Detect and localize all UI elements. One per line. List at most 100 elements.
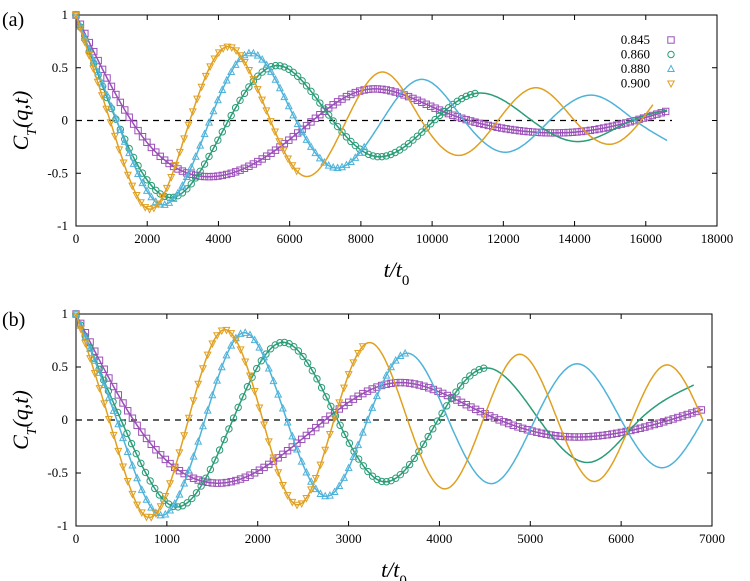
data-point bbox=[147, 440, 155, 449]
data-point bbox=[476, 407, 485, 416]
data-point bbox=[129, 120, 138, 128]
data-point bbox=[95, 368, 104, 376]
data-point bbox=[232, 47, 241, 55]
data-point bbox=[152, 446, 160, 454]
data-point bbox=[133, 501, 142, 510]
data-point bbox=[320, 105, 328, 113]
data-point bbox=[253, 50, 262, 59]
data-point bbox=[404, 140, 413, 148]
data-point bbox=[100, 365, 108, 373]
data-point bbox=[114, 447, 123, 456]
data-point bbox=[631, 425, 640, 434]
data-point bbox=[119, 399, 127, 407]
x-axis-label-b: t/t0 bbox=[381, 557, 407, 581]
data-point bbox=[279, 147, 288, 156]
data-point bbox=[570, 433, 579, 441]
data-point bbox=[173, 188, 183, 197]
data-point bbox=[292, 444, 302, 453]
data-point bbox=[435, 111, 444, 120]
data-point bbox=[245, 372, 254, 381]
data-point bbox=[218, 85, 227, 93]
data-point bbox=[391, 355, 400, 364]
data-point bbox=[415, 447, 423, 456]
data-point bbox=[364, 467, 372, 476]
data-point bbox=[197, 482, 205, 490]
data-point bbox=[351, 88, 360, 97]
data-point bbox=[71, 11, 81, 20]
series-0.860 bbox=[72, 11, 668, 202]
data-point bbox=[466, 90, 475, 99]
data-point bbox=[306, 142, 316, 150]
data-point bbox=[262, 60, 271, 69]
data-point bbox=[497, 124, 506, 132]
data-point bbox=[169, 193, 178, 201]
data-point bbox=[480, 120, 488, 129]
data-point bbox=[171, 161, 180, 170]
data-point bbox=[198, 365, 207, 373]
data-point bbox=[524, 127, 532, 136]
legend-label: 0.880 bbox=[621, 61, 650, 76]
data-point bbox=[308, 366, 317, 375]
data-point bbox=[528, 128, 537, 136]
data-point bbox=[84, 51, 94, 60]
data-point bbox=[196, 167, 204, 176]
data-point bbox=[236, 329, 245, 337]
data-point bbox=[200, 129, 209, 138]
data-point bbox=[480, 364, 488, 372]
data-point bbox=[89, 56, 98, 64]
data-point bbox=[471, 118, 479, 126]
data-point bbox=[466, 372, 474, 380]
data-point bbox=[335, 481, 344, 489]
series-line bbox=[75, 14, 668, 199]
data-point bbox=[125, 148, 134, 157]
x-tick-label: 3000 bbox=[336, 531, 362, 546]
data-point bbox=[227, 330, 236, 338]
data-point bbox=[214, 49, 223, 58]
data-point bbox=[217, 327, 226, 336]
data-point bbox=[149, 204, 158, 213]
data-point bbox=[275, 83, 284, 92]
data-point bbox=[493, 123, 501, 131]
data-point bbox=[537, 429, 546, 437]
data-point bbox=[500, 418, 508, 426]
data-point bbox=[203, 478, 212, 487]
data-point bbox=[189, 397, 198, 406]
data-point bbox=[189, 451, 198, 460]
data-point bbox=[278, 481, 287, 490]
data-point bbox=[551, 431, 560, 440]
data-point bbox=[125, 113, 133, 121]
data-point bbox=[222, 75, 231, 84]
data-point bbox=[410, 454, 418, 463]
data-point bbox=[258, 54, 267, 63]
data-point bbox=[327, 402, 335, 411]
data-point bbox=[121, 106, 129, 114]
data-point bbox=[410, 380, 419, 388]
data-point bbox=[164, 500, 173, 508]
data-point bbox=[193, 95, 202, 104]
data-point bbox=[123, 447, 132, 455]
data-point bbox=[132, 449, 140, 458]
data-point bbox=[196, 140, 205, 149]
data-point bbox=[358, 428, 367, 436]
data-point bbox=[104, 393, 113, 401]
data-point bbox=[184, 414, 193, 423]
data-point bbox=[321, 491, 330, 500]
data-point bbox=[504, 419, 513, 428]
data-point bbox=[154, 200, 163, 209]
data-point bbox=[192, 174, 200, 182]
x-tick-label: 2000 bbox=[134, 231, 160, 246]
legend-label: 0.860 bbox=[621, 47, 650, 62]
data-point bbox=[240, 164, 249, 173]
data-point bbox=[324, 161, 333, 169]
data-point bbox=[575, 433, 583, 441]
data-point bbox=[683, 410, 691, 419]
data-point bbox=[231, 60, 240, 68]
data-point bbox=[250, 388, 259, 396]
data-point bbox=[215, 446, 224, 454]
data-point bbox=[112, 90, 120, 99]
data-point bbox=[330, 487, 339, 496]
data-point bbox=[146, 477, 154, 485]
data-point bbox=[253, 86, 262, 94]
data-point bbox=[127, 439, 136, 448]
data-point bbox=[346, 157, 355, 165]
